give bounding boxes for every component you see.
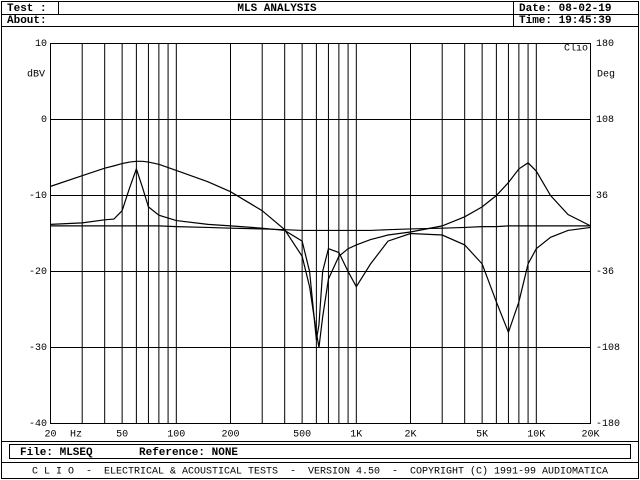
x-tick-label: 100 (167, 430, 185, 441)
file-box (9, 444, 631, 459)
y-tick-label: -40 (29, 419, 47, 430)
y2-tick-label: 108 (596, 115, 614, 126)
x-tick-label: 10K (527, 430, 545, 441)
y-tick-label: -20 (29, 267, 47, 278)
x-tick-label: 5K (476, 430, 488, 441)
y-tick-label: 0 (41, 115, 47, 126)
plot: 20 50 100 200 500 1K 2K 5K 10K 20K100-10-20-30-40… (29, 39, 620, 441)
series-line (50, 225, 591, 232)
y2-axis-label: Deg (597, 70, 615, 81)
title: MLS ANALYSIS (237, 3, 317, 15)
series-line (50, 167, 591, 341)
reference: Reference: NONE (139, 447, 238, 459)
banner: C L I O - ELECTRICAL & ACOUSTICAL TESTS … (32, 466, 608, 478)
x-tick-label: 1K (350, 430, 362, 441)
x-tick-label: 20K (581, 430, 599, 441)
file: File: MLSEQ (20, 447, 93, 459)
x-tick-label: 500 (293, 430, 311, 441)
y-tick-label: -30 (29, 343, 47, 354)
time: Time: 19:45:39 (519, 15, 611, 27)
y2-tick-label: -180 (596, 419, 620, 430)
x-tick-label: 20 (44, 430, 56, 441)
y2-tick-label: -108 (596, 343, 620, 354)
y-tick-label: 10 (35, 39, 47, 50)
y2-tick-label: 36 (596, 191, 608, 202)
y-axis-label: dBV (27, 69, 45, 81)
about-label: About: (7, 15, 47, 27)
x-tick-label: 50 (116, 430, 128, 441)
x-tick-label: 2K (404, 430, 416, 441)
watermark: Clio (564, 43, 588, 55)
x-axis-label: Hz (70, 430, 82, 441)
series-line (50, 160, 591, 348)
y-tick-label: -10 (29, 191, 47, 202)
y2-tick-label: -36 (596, 267, 614, 278)
test-label: Test : (7, 3, 47, 15)
x-tick-label: 200 (221, 430, 239, 441)
date: Date: 08-02-19 (519, 3, 611, 15)
y2-tick-label: 180 (596, 39, 614, 50)
